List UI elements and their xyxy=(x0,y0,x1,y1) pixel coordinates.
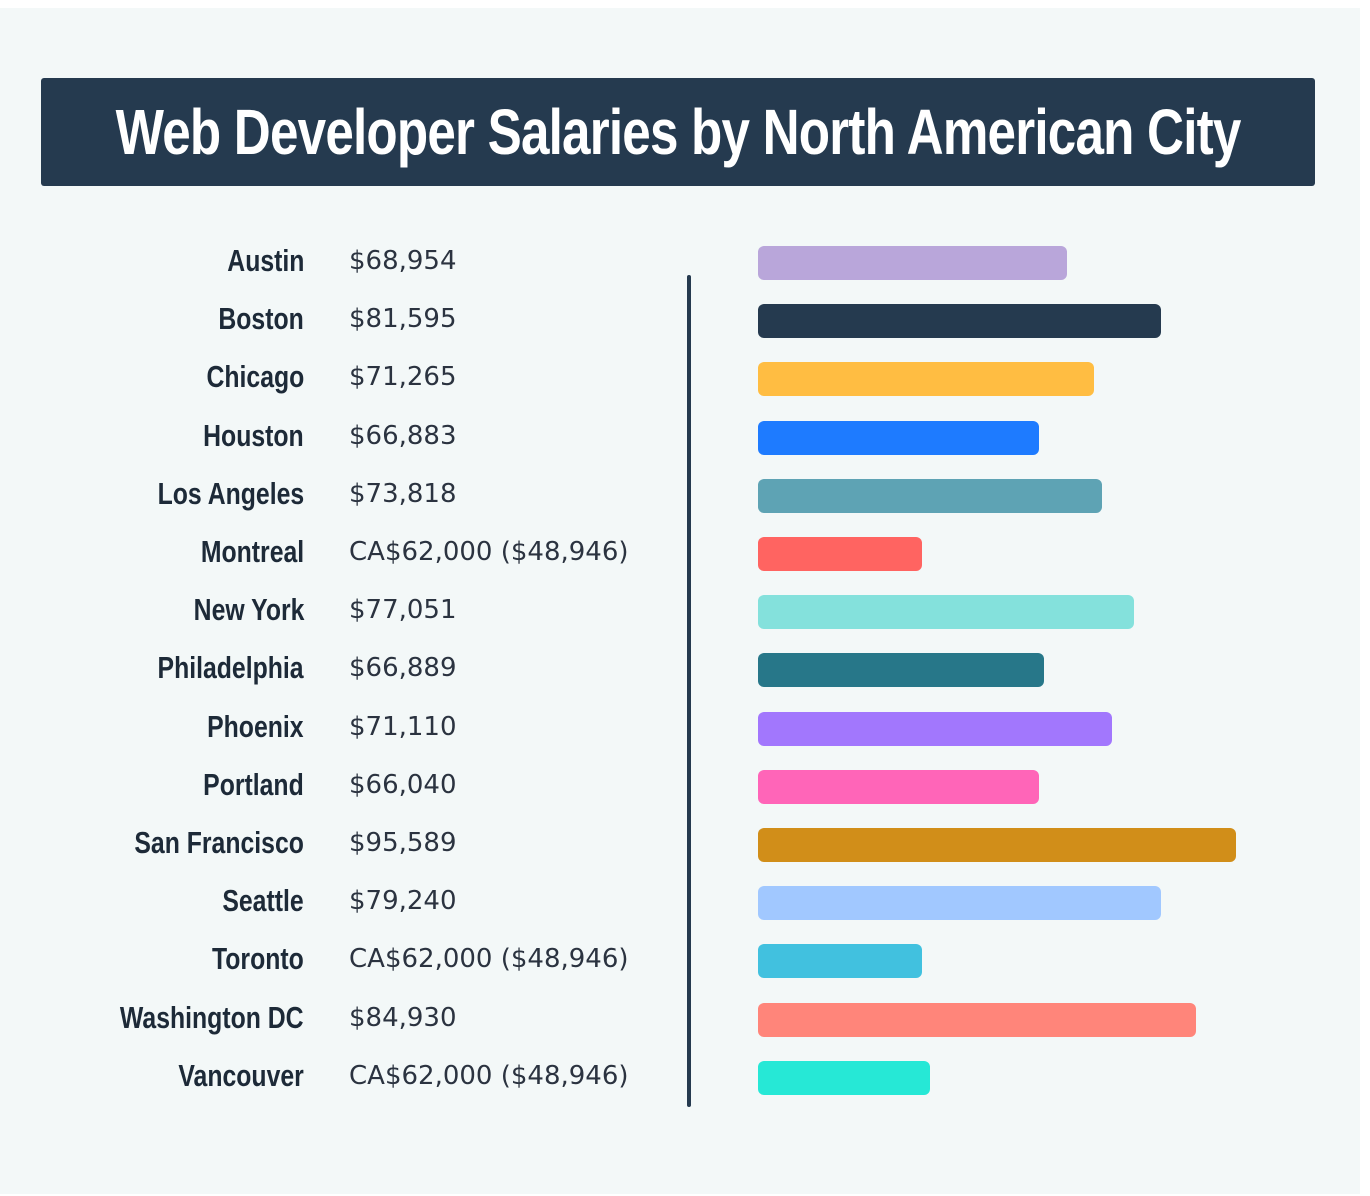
bar-washington-dc xyxy=(758,1002,1196,1037)
city-label: Austin xyxy=(226,243,304,278)
bar-philadelphia xyxy=(758,653,1044,688)
bar-new-york xyxy=(758,595,1134,630)
city-label: Chicago xyxy=(206,359,304,395)
chart-title: Web Developer Salaries by North American… xyxy=(115,96,1242,168)
city-label: Washington DC xyxy=(120,999,304,1035)
city-label: Houston xyxy=(203,417,304,453)
salary-label: $66,883 xyxy=(349,420,457,451)
city-label: Philadelphia xyxy=(157,650,304,686)
salary-label: CA$62,000 ($48,946) xyxy=(349,944,629,975)
city-label: New York xyxy=(193,592,304,628)
bar-chicago xyxy=(758,362,1094,397)
bar-austin xyxy=(758,246,1067,280)
salary-label: $66,040 xyxy=(349,769,457,800)
city-label: Phoenix xyxy=(207,708,304,744)
bar-seattle xyxy=(758,886,1161,921)
city-label: San Francisco xyxy=(134,825,304,860)
bar-portland xyxy=(758,769,1039,804)
bar-san-francisco xyxy=(758,828,1236,862)
city-label: Vancouver xyxy=(178,1057,304,1093)
city-label: Boston xyxy=(218,301,304,337)
chart-panel: Web Developer Salaries by North American… xyxy=(0,8,1360,1194)
salary-label: $68,954 xyxy=(349,246,457,276)
city-label: Toronto xyxy=(212,941,304,977)
bar-boston xyxy=(758,304,1161,339)
bar-phoenix xyxy=(758,711,1112,746)
salary-label: $81,595 xyxy=(349,304,457,335)
salary-label: $77,051 xyxy=(349,595,457,626)
city-label: Los Angeles xyxy=(157,475,304,511)
bar-montreal xyxy=(758,537,922,571)
axis-divider xyxy=(687,275,691,1107)
salary-label: $73,818 xyxy=(349,478,457,509)
title-banner: Web Developer Salaries by North American… xyxy=(41,78,1315,186)
bar-vancouver xyxy=(758,1060,930,1095)
salary-label: $84,930 xyxy=(349,1002,457,1033)
city-label: Portland xyxy=(203,766,304,802)
city-label: Seattle xyxy=(222,883,304,919)
salary-label: $95,589 xyxy=(349,828,457,858)
salary-label: CA$62,000 ($48,946) xyxy=(349,537,629,567)
salary-label: $71,265 xyxy=(349,362,457,393)
salary-label: $79,240 xyxy=(349,886,457,917)
salary-label: CA$62,000 ($48,946) xyxy=(349,1060,629,1091)
salary-label: $66,889 xyxy=(349,653,457,684)
bar-los-angeles xyxy=(758,478,1102,513)
bar-toronto xyxy=(758,944,922,979)
bar-houston xyxy=(758,420,1039,455)
salary-label: $71,110 xyxy=(349,711,457,742)
city-label: Montreal xyxy=(200,534,304,569)
